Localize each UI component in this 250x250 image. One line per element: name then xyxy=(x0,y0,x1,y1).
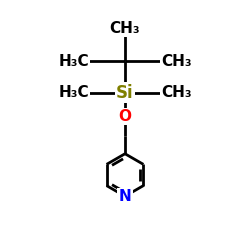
Text: 3: 3 xyxy=(127,26,134,36)
Text: CH₃: CH₃ xyxy=(161,54,192,69)
Text: CH₃: CH₃ xyxy=(110,21,140,36)
Text: H₃C: H₃C xyxy=(58,85,89,100)
Text: H₃C: H₃C xyxy=(58,54,89,69)
Text: N: N xyxy=(119,189,132,204)
Text: CH: CH xyxy=(113,20,137,35)
Text: O: O xyxy=(118,109,132,124)
Text: CH₃: CH₃ xyxy=(161,85,192,100)
Text: Si: Si xyxy=(116,84,134,102)
